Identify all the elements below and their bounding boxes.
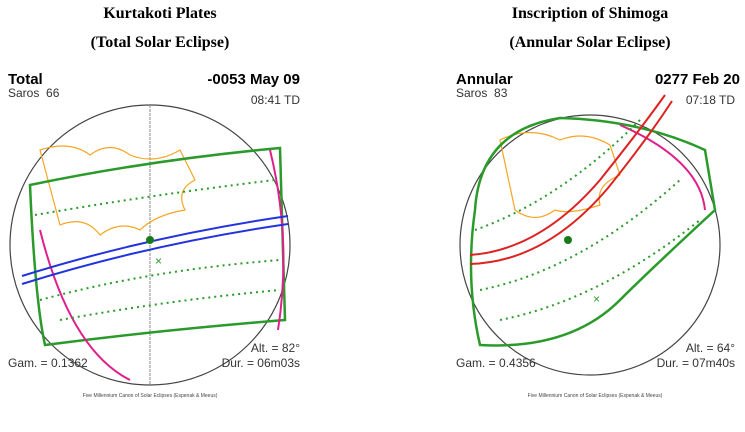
date: -0053 May 09 <box>207 71 300 88</box>
footer: Five Millennium Canon of Solar Eclipses … <box>528 393 663 399</box>
heading: (Annular Solar Eclipse) <box>509 34 670 51</box>
svg-text:×: × <box>155 254 162 268</box>
altitude: Alt. = 82° <box>251 341 300 355</box>
globe-right: × <box>459 94 721 376</box>
eclipse-type: Annular <box>456 71 513 88</box>
saros: Saros 83 <box>456 86 508 100</box>
heading: (Total Solar Eclipse) <box>91 34 230 51</box>
eclipse-type: Total <box>8 71 43 88</box>
duration: Dur. = 07m40s <box>657 356 735 370</box>
heading: Kurtakoti Plates <box>103 5 216 22</box>
globe-left: × <box>9 104 291 386</box>
duration: Dur. = 06m03s <box>222 356 300 370</box>
altitude: Alt. = 64° <box>686 341 735 355</box>
footer: Five Millennium Canon of Solar Eclipses … <box>83 393 218 399</box>
heading: Inscription of Shimoga <box>512 5 668 22</box>
saros: Saros 66 <box>8 86 60 100</box>
svg-text:×: × <box>593 292 600 306</box>
gamma: Gam. = 0.4356 <box>456 356 536 370</box>
gamma: Gam. = 0.1362 <box>8 356 88 370</box>
date: 0277 Feb 20 <box>655 71 740 88</box>
time: 07:18 TD <box>686 93 735 107</box>
time: 08:41 TD <box>251 93 300 107</box>
